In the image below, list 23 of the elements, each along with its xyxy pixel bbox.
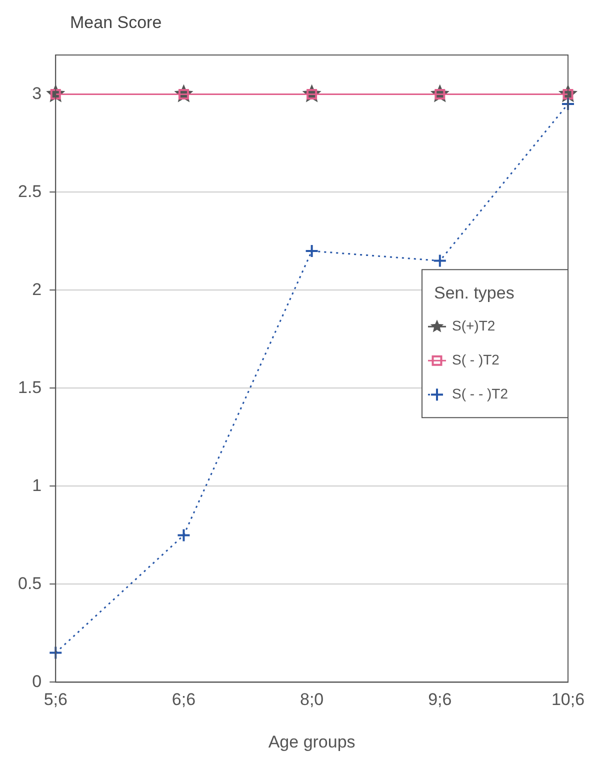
x-tick-label: 5;6 [44,690,68,710]
x-tick-label: 10;6 [551,690,585,710]
x-tick-label: 9;6 [428,690,452,710]
y-tick-label: 0.5 [18,574,42,593]
legend-label: S( - )T2 [452,351,500,368]
y-tick-label: 1.5 [18,378,42,397]
legend-title: Sen. types [434,283,514,302]
y-tick-label: 2.5 [18,182,42,201]
legend-label: S(+)T2 [452,317,496,334]
x-tick-label: 6;6 [172,690,196,710]
point [48,646,63,660]
point [432,254,447,268]
point [561,97,575,111]
x-tick-label: 8;0 [300,690,324,710]
y-tick-label: 0 [32,672,42,691]
y-axis-title: Mean Score [70,13,162,32]
x-axis-title: Age groups [268,732,356,752]
point [176,528,191,542]
y-tick-label: 3 [32,84,42,103]
y-tick-label: 2 [32,280,42,299]
legend-label: S( - - )T2 [452,385,508,402]
point [304,244,319,258]
y-tick-label: 1 [32,476,42,495]
